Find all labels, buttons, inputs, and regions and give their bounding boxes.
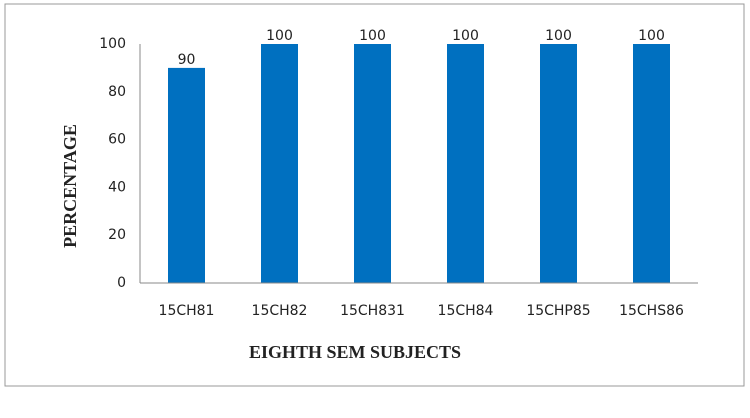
x-tick-label: 15CHP85 xyxy=(526,303,590,319)
data-label: 100 xyxy=(266,28,293,44)
x-tick-label: 15CH81 xyxy=(159,303,215,319)
bar xyxy=(633,44,670,283)
data-label: 100 xyxy=(638,28,665,44)
y-tick-label: 20 xyxy=(108,227,126,243)
y-tick-label: 100 xyxy=(99,36,126,52)
x-tick-label: 15CHS86 xyxy=(619,303,684,319)
x-tick-label: 15CH84 xyxy=(438,303,494,319)
data-label: 90 xyxy=(178,52,196,68)
bar xyxy=(168,67,205,284)
y-tick-label: 80 xyxy=(108,84,126,100)
bar xyxy=(540,44,577,283)
x-tick-label: 15CH82 xyxy=(252,303,308,319)
data-label: 100 xyxy=(452,28,479,44)
y-tick-label: 40 xyxy=(108,179,126,195)
bar xyxy=(354,44,391,283)
data-label: 100 xyxy=(359,28,386,44)
bar xyxy=(261,44,298,283)
bar xyxy=(447,44,484,283)
y-axis-title: PERCENTAGE xyxy=(60,124,80,248)
y-tick-label: 0 xyxy=(117,275,126,291)
y-tick-label: 60 xyxy=(108,132,126,148)
x-tick-label: 15CH831 xyxy=(340,303,405,319)
x-axis-title: EIGHTH SEM SUBJECTS xyxy=(249,342,461,362)
data-label: 100 xyxy=(545,28,572,44)
